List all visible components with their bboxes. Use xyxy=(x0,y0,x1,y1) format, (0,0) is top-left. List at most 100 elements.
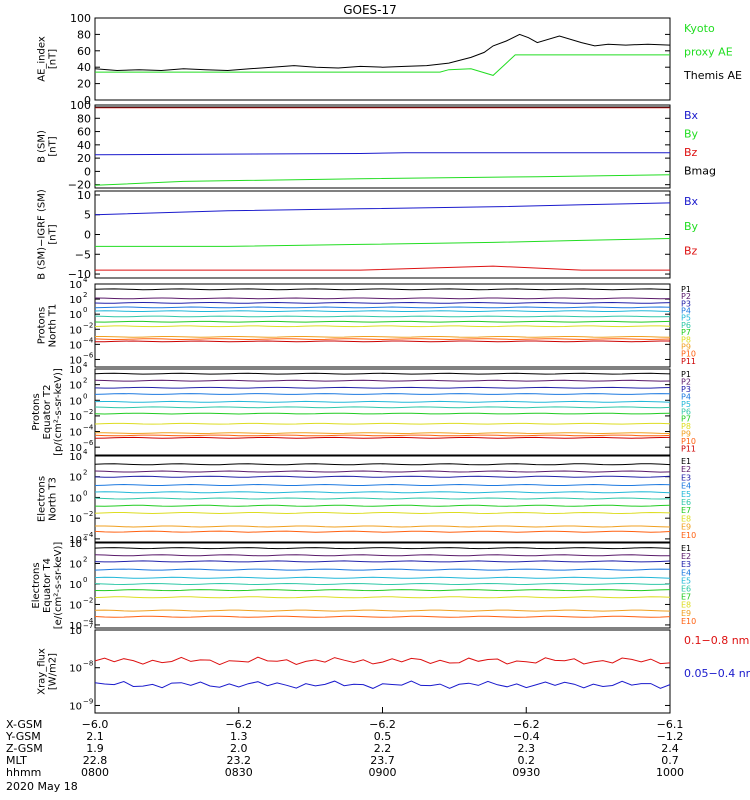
legend-entry: E5 xyxy=(681,490,691,499)
x-tick-label: 2.2 xyxy=(374,742,392,755)
channel-line xyxy=(94,596,671,599)
y-tick-label: 10 xyxy=(69,412,82,423)
y-axis-label: Equator T2 xyxy=(42,385,53,440)
y-axis-label: Protons xyxy=(31,393,42,430)
channel-line xyxy=(94,315,671,318)
y-tick-exponent: −2 xyxy=(83,408,93,416)
channel-line xyxy=(94,589,671,592)
channel-line xyxy=(94,680,671,689)
channel-line xyxy=(94,386,671,389)
y-tick-exponent: −4 xyxy=(83,617,94,625)
legend: Bx By Bz Bmag xyxy=(684,109,716,177)
panel-bigrf: 10 5 0 −5 −10 B (SM)−IGRF (SM) [nT] Bx By Bz xyxy=(37,189,699,281)
legend-entry: Themis AE xyxy=(683,69,742,82)
y-tick-label: −5 xyxy=(75,248,91,261)
y-tick-label: 10 xyxy=(69,621,82,632)
channel-line xyxy=(94,491,671,494)
y-tick-label: 10 xyxy=(69,396,82,407)
legend-entry: E7 xyxy=(681,506,691,515)
y-tick-label: 5 xyxy=(84,209,91,222)
x-tick-label: −6.1 xyxy=(657,718,684,731)
x-tick-label: 0.7 xyxy=(661,754,679,767)
y-tick-label: 40 xyxy=(77,139,91,152)
legend-entry: E4 xyxy=(681,568,691,577)
legend-entry: P9 xyxy=(681,430,691,439)
channel-line xyxy=(94,297,671,300)
y-tick-label: 10 xyxy=(69,664,82,675)
x-tick-label: 0.2 xyxy=(518,754,536,767)
legend-entry: Bx xyxy=(684,195,699,208)
channel-line xyxy=(94,497,671,500)
legend-entry: P2 xyxy=(681,377,691,386)
y-tick-exponent: 4 xyxy=(83,535,88,543)
channel-line xyxy=(94,504,671,507)
y-tick-label: 10 xyxy=(69,325,82,336)
channel-line xyxy=(94,325,671,328)
channel-line xyxy=(94,412,671,415)
y-tick-exponent: −8 xyxy=(83,660,93,668)
legend-entry: 0.05−0.4 nm xyxy=(684,667,750,680)
y-tick-exponent: 2 xyxy=(83,555,87,563)
x-tick-label: 23.7 xyxy=(370,754,395,767)
y-axis-label: B (SM)−IGRF (SM) xyxy=(37,189,48,280)
legend-entry: 0.1−0.8 nm xyxy=(684,634,749,647)
channel-line xyxy=(94,434,671,437)
legend-entry: E8 xyxy=(681,514,691,523)
channel-line xyxy=(94,436,671,439)
panel-frame xyxy=(94,368,671,456)
y-tick-label: 40 xyxy=(77,61,91,74)
y-tick-label: 10 xyxy=(69,701,82,712)
y-tick-label: 60 xyxy=(77,45,91,58)
channel-line xyxy=(95,340,670,343)
y-tick-exponent: 4 xyxy=(83,276,88,284)
y-tick-label: 10 xyxy=(69,365,82,376)
x-tick-label: 1.9 xyxy=(86,742,104,755)
y-axis-label: AE_index xyxy=(37,36,48,82)
x-tick-label: 0800 xyxy=(81,766,109,779)
y-tick-exponent: 2 xyxy=(83,469,87,477)
y-tick-label: 100 xyxy=(70,12,91,25)
y-tick-label: 10 xyxy=(69,452,82,463)
channel-line xyxy=(94,393,671,395)
legend: Kyoto proxy AE Themis AE xyxy=(683,22,742,82)
x-tick-label: −6.0 xyxy=(82,718,109,731)
y-tick-label: 0 xyxy=(84,229,91,242)
legend-entry: proxy AE xyxy=(684,45,733,58)
channel-line xyxy=(94,379,671,382)
y-tick-label: 10 xyxy=(69,626,82,637)
y-axis-label: North T1 xyxy=(48,304,59,348)
channel-line xyxy=(94,576,671,579)
panel-frame xyxy=(94,283,671,368)
legend-entry: P1 xyxy=(681,370,691,379)
y-axis-label: Equator T4 xyxy=(42,558,53,613)
legend-entry: Bz xyxy=(684,146,698,159)
channel-line xyxy=(94,547,671,550)
legend-entry: E1 xyxy=(681,544,691,553)
legend-entry: P6 xyxy=(681,407,691,416)
y-tick-label: 20 xyxy=(77,78,91,91)
channel-line xyxy=(94,582,671,586)
channel-line xyxy=(94,511,671,515)
date-label: 2020 May 18 xyxy=(6,780,78,793)
y-tick-label: 10 xyxy=(69,514,82,525)
legend-entry: P11 xyxy=(681,445,696,454)
x-tick-label: 23.2 xyxy=(227,754,252,767)
y-tick-label: −20 xyxy=(68,179,91,192)
legend-entry: E3 xyxy=(681,473,691,482)
x-tick-label: −6.2 xyxy=(369,718,396,731)
channel-line xyxy=(94,656,671,666)
y-tick-label: 100 xyxy=(70,99,91,112)
legend: 0.1−0.8 nm 0.05−0.4 nm xyxy=(684,634,750,680)
y-axis-label: [nT] xyxy=(48,224,59,244)
y-tick-label: 10 xyxy=(69,280,82,291)
channel-line xyxy=(94,530,671,533)
x-row-label: Z-GSM xyxy=(6,742,43,755)
series-by xyxy=(95,238,671,247)
y-tick-label: 10 xyxy=(69,539,82,550)
x-tick-label: 2.4 xyxy=(661,742,679,755)
legend-entry: P4 xyxy=(681,392,691,401)
